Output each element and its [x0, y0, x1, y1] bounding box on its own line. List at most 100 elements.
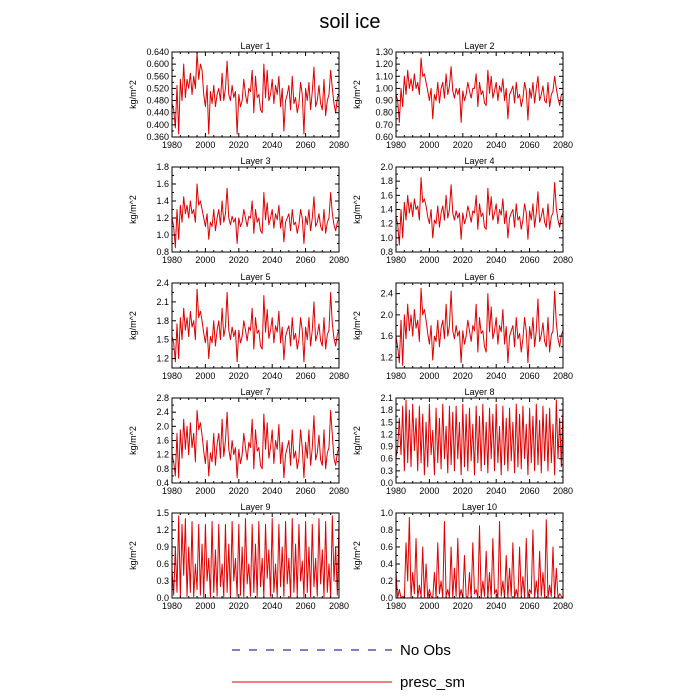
x-tick-label-layer-5: 1980	[162, 371, 182, 381]
y-tick-label-layer-9: 1.2	[156, 525, 169, 535]
y-tick-label-layer-9: 1.5	[156, 508, 169, 518]
x-tick-label-layer-8: 1980	[386, 486, 406, 496]
x-tick-label-layer-10: 2000	[419, 601, 439, 611]
y-tick-label-layer-4: 1.8	[380, 176, 393, 186]
y-axis-label-layer-4: kg/m^2	[352, 195, 362, 224]
x-tick-label-layer-2: 2020	[453, 140, 473, 150]
y-tick-label-layer-6: 2.4	[380, 289, 393, 299]
x-tick-label-layer-10: 1980	[386, 601, 406, 611]
x-tick-label-layer-8: 2080	[553, 486, 573, 496]
panels: Layer 1 kg/m^2 1980 2000 2020 2040 2060 2080 0.3…	[128, 41, 573, 611]
y-axis-label-layer-7: kg/m^2	[128, 426, 138, 455]
y-tick-label-layer-2: 1.10	[375, 71, 393, 81]
panel-title-layer-2: Layer 2	[464, 41, 494, 51]
y-tick-label-layer-1: 0.600	[146, 59, 169, 69]
y-tick-label-layer-1: 0.360	[146, 132, 169, 142]
plot-frame-layer-8	[395, 397, 564, 484]
x-tick-label-layer-3: 2000	[195, 255, 215, 265]
x-tick-label-layer-6: 2000	[419, 371, 439, 381]
y-tick-label-layer-6: 1.6	[380, 331, 393, 341]
x-tick-label-layer-2: 2040	[486, 140, 506, 150]
x-tick-label-layer-2: 2080	[553, 140, 573, 150]
x-tick-label-layer-3: 1980	[162, 255, 182, 265]
x-tick-label-layer-7: 2080	[329, 486, 349, 496]
y-tick-label-layer-1: 0.560	[146, 71, 169, 81]
y-tick-label-layer-9: 0.9	[156, 542, 169, 552]
y-tick-label-layer-3: 1.2	[156, 213, 169, 223]
y-tick-label-layer-2: 1.00	[375, 83, 393, 93]
x-tick-label-layer-8: 2020	[453, 486, 473, 496]
y-tick-label-layer-2: 0.90	[375, 96, 393, 106]
panel-layer-4: Layer 4 kg/m^2 1980 2000 2020 2040 2060 2080 0.8…	[352, 156, 573, 265]
y-tick-label-layer-6: 2.0	[380, 310, 393, 320]
x-tick-label-layer-5: 2060	[296, 371, 316, 381]
panel-title-layer-3: Layer 3	[240, 156, 270, 166]
y-tick-label-layer-9: 0.0	[156, 593, 169, 603]
panel-layer-1: Layer 1 kg/m^2 1980 2000 2020 2040 2060 2080 0.3…	[128, 41, 349, 150]
y-tick-label-layer-5: 1.8	[156, 316, 169, 326]
y-tick-label-layer-10: 0.4	[380, 559, 393, 569]
x-tick-label-layer-7: 2020	[229, 486, 249, 496]
legend: No Obs presc_sm	[232, 642, 465, 691]
x-tick-label-layer-8: 2000	[419, 486, 439, 496]
y-tick-label-layer-10: 0.6	[380, 542, 393, 552]
y-tick-label-layer-8: 0.3	[380, 466, 393, 476]
y-tick-label-layer-2: 1.20	[375, 59, 393, 69]
y-axis-label-layer-8: kg/m^2	[352, 426, 362, 455]
y-tick-label-layer-7: 2.4	[156, 407, 169, 417]
panel-title-layer-1: Layer 1	[240, 41, 270, 51]
x-tick-label-layer-5: 2040	[262, 371, 282, 381]
x-tick-label-layer-4: 2060	[520, 255, 540, 265]
y-tick-label-layer-8: 0.6	[380, 454, 393, 464]
x-tick-label-layer-7: 2000	[195, 486, 215, 496]
panel-title-layer-10: Layer 10	[462, 502, 497, 512]
y-tick-label-layer-7: 2.8	[156, 393, 169, 403]
x-tick-label-layer-7: 1980	[162, 486, 182, 496]
y-tick-label-layer-3: 1.0	[156, 230, 169, 240]
x-tick-label-layer-8: 2040	[486, 486, 506, 496]
series-line-layer-9	[172, 515, 339, 598]
y-tick-label-layer-4: 0.8	[380, 247, 393, 257]
legend-label-presc-sm: presc_sm	[400, 674, 465, 691]
y-tick-label-layer-7: 1.6	[156, 436, 169, 446]
y-tick-label-layer-4: 1.2	[380, 219, 393, 229]
series-line-layer-6	[396, 287, 563, 366]
y-tick-label-layer-1: 0.440	[146, 108, 169, 118]
x-tick-label-layer-3: 2020	[229, 255, 249, 265]
y-tick-label-layer-10: 0.2	[380, 576, 393, 586]
x-tick-label-layer-6: 2080	[553, 371, 573, 381]
y-axis-label-layer-6: kg/m^2	[352, 311, 362, 340]
y-axis-label-layer-10: kg/m^2	[352, 541, 362, 570]
x-tick-label-layer-6: 1980	[386, 371, 406, 381]
legend-label-no-obs: No Obs	[400, 642, 451, 659]
y-tick-label-layer-4: 1.6	[380, 190, 393, 200]
x-tick-label-layer-1: 1980	[162, 140, 182, 150]
x-tick-label-layer-8: 2060	[520, 486, 540, 496]
x-tick-label-layer-9: 2020	[229, 601, 249, 611]
x-tick-label-layer-10: 2080	[553, 601, 573, 611]
panel-title-layer-4: Layer 4	[464, 156, 494, 166]
y-tick-label-layer-7: 1.2	[156, 450, 169, 460]
y-tick-label-layer-10: 1.0	[380, 508, 393, 518]
panel-title-layer-7: Layer 7	[240, 387, 270, 397]
x-tick-label-layer-7: 2060	[296, 486, 316, 496]
y-tick-label-layer-7: 2.0	[156, 421, 169, 431]
x-tick-label-layer-1: 2080	[329, 140, 349, 150]
y-tick-label-layer-2: 0.60	[375, 132, 393, 142]
y-tick-label-layer-8: 0.0	[380, 478, 393, 488]
x-tick-label-layer-9: 2000	[195, 601, 215, 611]
panel-layer-3: Layer 3 kg/m^2 1980 2000 2020 2040 2060 2080 0.8…	[128, 156, 349, 265]
series-line-layer-7	[172, 409, 339, 479]
panel-layer-7: Layer 7 kg/m^2 1980 2000 2020 2040 2060 2080 0.4…	[128, 387, 349, 496]
y-axis-label-layer-9: kg/m^2	[128, 541, 138, 570]
main-title: soil ice	[319, 11, 380, 33]
x-tick-label-layer-6: 2060	[520, 371, 540, 381]
x-tick-label-layer-9: 2060	[296, 601, 316, 611]
y-tick-label-layer-8: 2.1	[380, 393, 393, 403]
x-tick-label-layer-3: 2040	[262, 255, 282, 265]
y-tick-label-layer-9: 0.3	[156, 576, 169, 586]
panel-layer-8: Layer 8 kg/m^2 1980 2000 2020 2040 2060 2080 0.0…	[352, 387, 573, 496]
x-tick-label-layer-1: 2000	[195, 140, 215, 150]
y-tick-label-layer-10: 0.8	[380, 525, 393, 535]
x-tick-label-layer-6: 2040	[486, 371, 506, 381]
